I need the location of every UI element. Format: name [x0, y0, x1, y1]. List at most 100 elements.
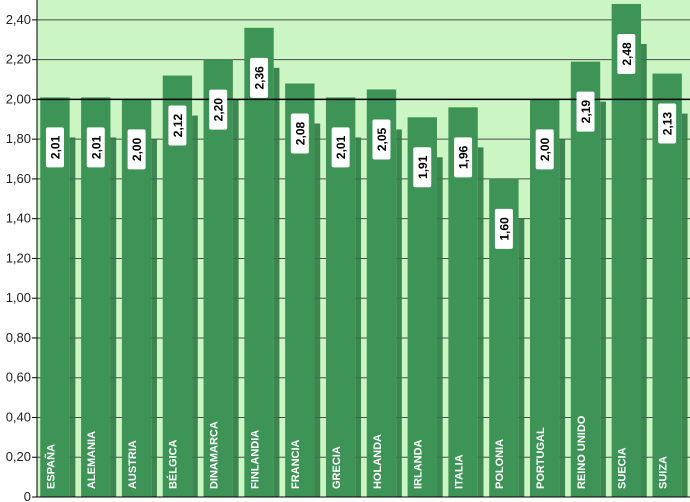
- data-label-box: [331, 127, 350, 168]
- data-label: 2,00: [535, 129, 554, 170]
- data-label-text: 2,48: [620, 42, 634, 66]
- category-label: POLONIA: [494, 439, 506, 489]
- bar-rect: [570, 61, 601, 498]
- bar-shadow: [518, 218, 525, 498]
- data-label-box: [45, 127, 64, 168]
- data-label: 2,12: [168, 105, 187, 146]
- bar: [244, 27, 280, 497]
- data-label: 2,20: [209, 89, 228, 130]
- category-label: IRLANDA: [413, 439, 425, 489]
- y-tick-label: 0,40: [6, 409, 31, 424]
- data-label-box: [535, 129, 554, 170]
- data-label: 2,13: [658, 103, 677, 144]
- y-tick-label: 2,40: [6, 12, 31, 27]
- data-label-box: [413, 147, 432, 188]
- y-tick-label: 1,00: [6, 290, 31, 305]
- data-label-text: 2,20: [212, 98, 226, 122]
- data-label-text: 2,00: [538, 137, 552, 161]
- bar-shadow: [355, 137, 362, 498]
- bar-shadow: [110, 137, 117, 498]
- data-label-text: 2,01: [334, 135, 348, 159]
- data-label-text: 2,01: [89, 135, 103, 159]
- data-label-box: [454, 137, 473, 178]
- category-label: ITALIA: [453, 454, 465, 489]
- data-label-box: [86, 127, 105, 168]
- data-label-box: [250, 57, 269, 98]
- category-label: AUSTRIA: [127, 440, 139, 489]
- data-label: 2,01: [86, 127, 105, 168]
- bar: [570, 61, 606, 498]
- data-label-box: [290, 113, 309, 154]
- y-tick-label: 1,60: [6, 171, 31, 186]
- category-label: PORTUGAL: [535, 427, 547, 489]
- category-label: GRECIA: [331, 446, 343, 489]
- y-tick-label: 2,00: [6, 91, 31, 106]
- category-label: HOLANDA: [372, 434, 384, 489]
- y-tick-label: 0,80: [6, 330, 31, 345]
- category-label: DINAMARCA: [209, 421, 221, 489]
- bar-shadow: [436, 157, 443, 498]
- y-tick-label: 0: [24, 489, 31, 502]
- data-label-text: 2,08: [293, 121, 307, 145]
- data-label: 2,48: [617, 33, 636, 74]
- bar-shadow: [273, 67, 280, 497]
- data-label-text: 2,36: [253, 66, 267, 90]
- bar: [162, 75, 198, 497]
- data-label-box: [617, 33, 636, 74]
- data-label-box: [494, 208, 513, 249]
- bar-shadow: [396, 129, 402, 497]
- data-labels: ESPAÑA 2,01 ALEMANIA 2,01 AUSTRIA 2,00 BÉLGICA…: [44, 33, 677, 489]
- category-label: SUIZA: [657, 456, 669, 489]
- data-label-text: 2,05: [375, 127, 389, 151]
- y-tick-labels: 0 0,20 0,40 0,60 0,80 1,00 1,20 1,40 1,60 1,80 2,0…: [6, 12, 31, 502]
- category-label: SUECIA: [617, 447, 629, 489]
- bar-rect: [652, 73, 682, 497]
- data-label-box: [576, 91, 595, 132]
- bar-shadow: [477, 147, 484, 498]
- data-label-box: [372, 119, 391, 160]
- bar: [611, 3, 647, 497]
- data-label-box: [209, 89, 228, 130]
- category-label: ESPAÑA: [44, 444, 57, 489]
- data-label-text: 2,19: [579, 100, 593, 124]
- bar-rect: [203, 59, 233, 497]
- bar-shadow: [232, 99, 239, 497]
- data-label: 2,01: [45, 127, 64, 168]
- bar-shadow: [559, 139, 566, 497]
- y-tick-label: 0,20: [6, 449, 31, 464]
- bar-shadow: [641, 43, 647, 497]
- category-label: REINO UNIDO: [576, 415, 588, 489]
- bar: [203, 59, 239, 497]
- data-label-text: 1,60: [497, 217, 511, 241]
- data-label: 2,05: [372, 119, 391, 160]
- data-label: 2,08: [290, 113, 309, 154]
- data-label: 2,19: [576, 91, 595, 132]
- data-label-text: 2,00: [130, 137, 144, 161]
- data-label-text: 2,12: [171, 114, 185, 138]
- bar: [652, 73, 688, 497]
- bar-shadow: [314, 123, 321, 497]
- bar-rect: [611, 3, 642, 497]
- y-tick-label: 1,80: [6, 131, 31, 146]
- y-tick-label: 2,20: [6, 52, 31, 67]
- y-tick-label: 1,20: [6, 250, 31, 265]
- data-label-text: 1,91: [416, 155, 430, 179]
- data-label: 2,00: [127, 129, 146, 170]
- bar-rect: [162, 75, 193, 497]
- bar-shadow: [600, 101, 606, 498]
- data-label: 1,96: [454, 137, 473, 178]
- data-label-text: 2,01: [48, 135, 62, 159]
- bar-rect: [244, 27, 274, 497]
- category-label: ALEMANIA: [86, 431, 98, 489]
- data-label: 2,36: [250, 57, 269, 98]
- bar-shadow: [681, 113, 688, 497]
- data-label: 1,91: [413, 147, 432, 188]
- bar: [530, 99, 566, 498]
- data-label: 1,60: [494, 208, 513, 249]
- bar-shadow: [151, 139, 157, 497]
- data-label-box: [127, 129, 146, 170]
- category-label: BÉLGICA: [167, 439, 180, 489]
- data-label-text: 1,96: [457, 145, 471, 169]
- bar-shadow: [69, 137, 76, 498]
